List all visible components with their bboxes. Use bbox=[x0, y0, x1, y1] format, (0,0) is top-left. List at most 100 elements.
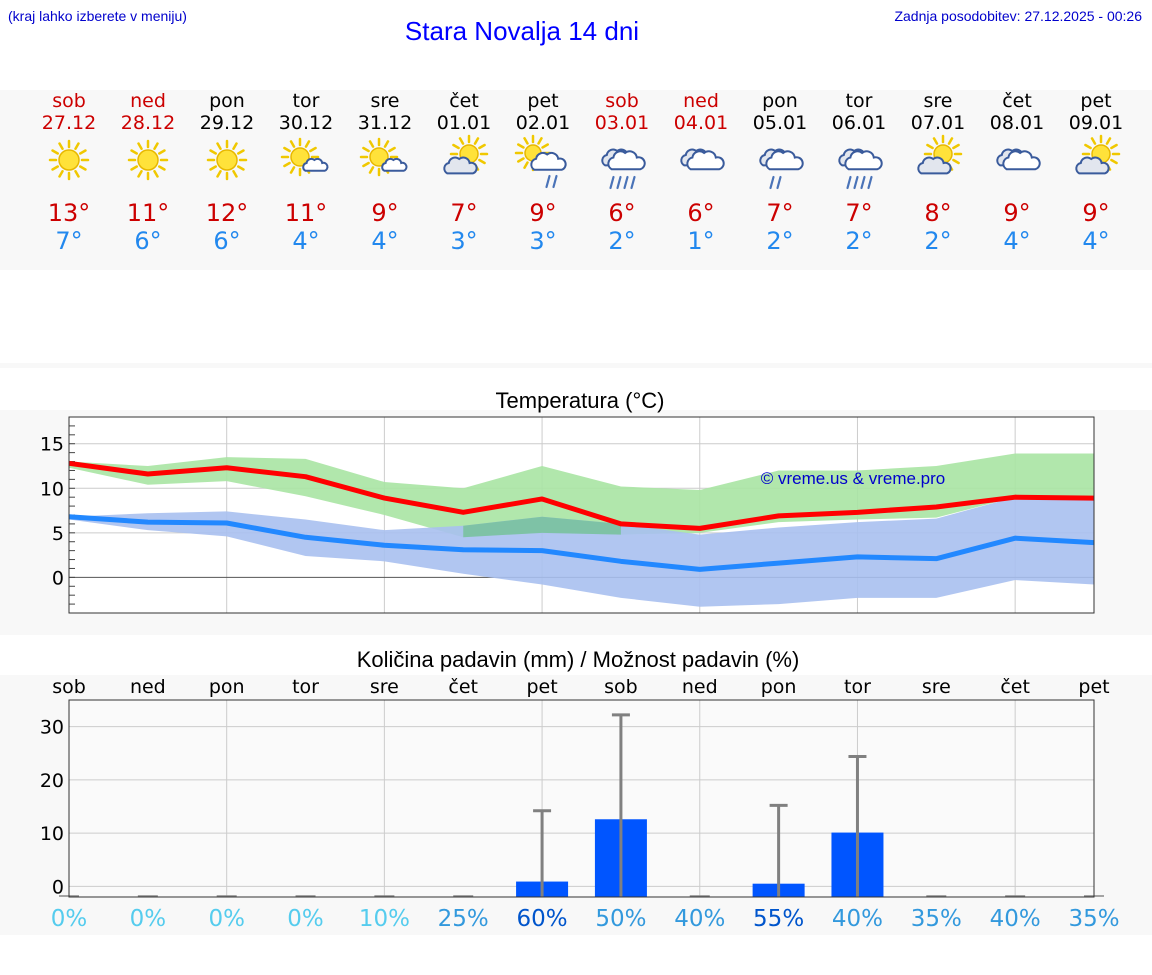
day-name: ned bbox=[130, 90, 166, 112]
precip-probability: 0% bbox=[287, 906, 324, 932]
sun-ray bbox=[79, 149, 87, 155]
day-date: 31.12 bbox=[358, 112, 412, 134]
day-name: pet bbox=[527, 90, 558, 112]
min-temp: 1° bbox=[687, 227, 714, 255]
sunny-icon bbox=[127, 139, 169, 181]
cloud-shape bbox=[443, 156, 478, 175]
heavy-rain-icon bbox=[601, 148, 646, 190]
sun-small-cloud-icon bbox=[359, 137, 408, 177]
sun-ray bbox=[362, 146, 370, 153]
sun-ray bbox=[74, 142, 80, 150]
min-temp: 3° bbox=[450, 227, 477, 255]
sun-ray bbox=[289, 140, 296, 148]
sun-ray bbox=[478, 158, 486, 165]
x-category-label: tor bbox=[292, 676, 319, 698]
sun-ray bbox=[952, 158, 960, 165]
precip-probability: 10% bbox=[359, 906, 410, 932]
sun-rain-icon bbox=[514, 134, 567, 189]
min-temp-line bbox=[68, 514, 1095, 572]
cloud-shape bbox=[686, 150, 725, 171]
day-date: 08.01 bbox=[990, 112, 1044, 134]
x-category-label: sob bbox=[604, 676, 638, 698]
sun-ray bbox=[283, 146, 291, 153]
cloud-shape bbox=[844, 150, 883, 171]
x-category-label: ned bbox=[682, 676, 718, 698]
x-category-label: čet bbox=[448, 676, 478, 698]
sun-ray bbox=[517, 157, 525, 163]
x-category-label: sre bbox=[370, 676, 399, 698]
min-temp: 4° bbox=[371, 227, 398, 255]
day-name: pon bbox=[209, 90, 245, 112]
precipitation-plot-border bbox=[68, 699, 1095, 898]
sun-ray bbox=[478, 143, 486, 150]
cloud-shape bbox=[765, 150, 804, 171]
temperature-chart: Temperatura (°C) 0 5 10 15 © vreme.us & vreme… bbox=[40, 388, 1095, 614]
y-tick-label: 20 bbox=[40, 770, 64, 792]
sun-ray bbox=[517, 143, 525, 149]
day-date: 01.01 bbox=[437, 112, 491, 134]
sun-ray bbox=[383, 140, 390, 148]
day-date: 06.01 bbox=[832, 112, 886, 134]
cloud-shape bbox=[1002, 150, 1041, 171]
min-temp: 4° bbox=[1082, 227, 1109, 255]
rain-drop bbox=[545, 174, 551, 189]
sun-ray bbox=[74, 170, 80, 178]
sun-ray bbox=[232, 142, 238, 150]
day-date: 27.12 bbox=[42, 112, 96, 134]
max-temp-range-band bbox=[69, 453, 1094, 538]
sun-disc bbox=[137, 149, 159, 171]
y-tick-label: 30 bbox=[40, 717, 64, 739]
sun-ray bbox=[237, 149, 245, 155]
day-name: sre bbox=[371, 90, 400, 112]
sun-disc bbox=[216, 149, 238, 171]
sun-ray bbox=[130, 149, 138, 155]
sun-ray bbox=[523, 161, 529, 169]
rain-drop bbox=[630, 175, 636, 190]
cloud-shape bbox=[530, 151, 567, 171]
cloud-shape bbox=[607, 150, 646, 171]
day-name: čet bbox=[1002, 90, 1032, 112]
day-name: čet bbox=[449, 90, 479, 112]
day-name: tor bbox=[846, 90, 873, 112]
x-category-label: pet bbox=[526, 676, 557, 698]
precip-probability: 0% bbox=[51, 906, 88, 932]
cloud-shape bbox=[302, 157, 329, 172]
min-temp: 3° bbox=[529, 227, 556, 255]
rain-drop bbox=[616, 175, 622, 190]
max-temp: 13° bbox=[48, 199, 91, 227]
precipitation-plot-area bbox=[69, 700, 1094, 897]
sun-ray bbox=[130, 165, 138, 171]
min-temp: 4° bbox=[1003, 227, 1030, 255]
y-tick-label: 10 bbox=[40, 478, 64, 500]
max-temp: 8° bbox=[924, 199, 951, 227]
min-temp: 7° bbox=[55, 227, 82, 255]
sun-ray bbox=[216, 142, 222, 150]
sun-disc bbox=[58, 149, 80, 171]
sun-ray bbox=[523, 137, 529, 145]
min-temp: 2° bbox=[608, 227, 635, 255]
sun-ray bbox=[947, 137, 954, 145]
precip-probability: 0% bbox=[208, 906, 245, 932]
x-category-label: pet bbox=[1078, 676, 1109, 698]
sun-ray bbox=[362, 161, 370, 168]
sun-ray bbox=[79, 165, 87, 171]
page-title: Stara Novalja 14 dni bbox=[404, 16, 640, 46]
rain-drop bbox=[867, 175, 873, 190]
max-temp: 9° bbox=[371, 199, 398, 227]
precip-probability: 60% bbox=[517, 906, 568, 932]
precip-probability: 0% bbox=[130, 906, 167, 932]
sun-ray bbox=[158, 165, 166, 171]
y-tick-label: 0 bbox=[52, 567, 64, 589]
precipitation-chart: Količina padavin (mm) / Možnost padavin … bbox=[40, 647, 1120, 932]
sun-disc bbox=[290, 147, 310, 167]
day-name: sob bbox=[605, 90, 639, 112]
max-temp: 9° bbox=[1082, 199, 1109, 227]
sun-ray bbox=[1110, 158, 1118, 165]
sun-ray bbox=[952, 143, 960, 150]
sun-ray bbox=[58, 170, 64, 178]
